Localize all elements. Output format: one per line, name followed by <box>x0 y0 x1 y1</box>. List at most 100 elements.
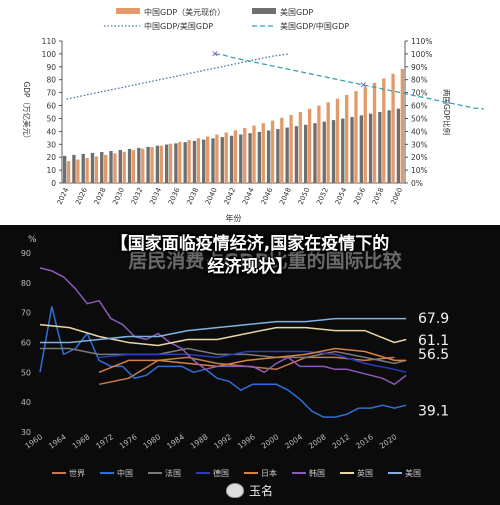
series-line-korea <box>39 267 407 386</box>
x-tick-label: 1968 <box>71 432 92 450</box>
bar-us-gdp <box>341 118 345 183</box>
series-line-japan <box>98 347 407 373</box>
x-tick-label: 2026 <box>74 186 89 206</box>
bar-china-gdp <box>382 78 386 183</box>
gdp-chart-panel: 中国GDP（美元现价） 美国GDP 中国GDP/美国GDP 美国GDP/中国GDP 0 1… <box>0 0 500 225</box>
x-tick-label: 2050 <box>297 186 312 206</box>
consumption-chart-panel: 居民消费占GDP比重的国际比较% 30 40 50 60 70 80 90 1960 1964 19… <box>0 225 500 505</box>
right-tick-label: 90% <box>411 63 428 72</box>
bar-us-gdp <box>127 148 132 183</box>
bar-us-gdp <box>202 139 206 183</box>
bar-china-gdp <box>159 145 163 183</box>
x-tick-label: 1964 <box>47 432 68 450</box>
legend-label-germany: 德国 <box>213 468 229 478</box>
bar-us-gdp <box>62 155 67 183</box>
legend-label-korea: 韩国 <box>309 468 325 478</box>
x-tick-label: 2016 <box>354 432 375 450</box>
bar-us-gdp <box>304 124 308 183</box>
bar-us-gdp <box>368 113 373 183</box>
line-ratio-china-us <box>66 53 290 100</box>
y-tick-label: 50 <box>21 368 31 377</box>
bar-china-gdp <box>363 87 367 183</box>
left-tick-label: 60 <box>46 102 56 111</box>
bar-china-gdp <box>280 117 284 183</box>
bar-china-gdp <box>187 140 191 183</box>
y-tick-label: 70 <box>21 309 31 318</box>
overlay-title-line1: 【国家面临疫情经济,国家在疫情下的 <box>110 234 390 254</box>
y-tick-label: 30 <box>21 428 31 437</box>
bar-us-gdp <box>266 130 271 183</box>
bar-us-gdp <box>220 137 224 183</box>
legend-swatch-us-gdp <box>252 8 276 14</box>
legend-label-world: 世界 <box>69 468 85 478</box>
bar-china-gdp <box>400 68 405 183</box>
bar-china-gdp <box>122 151 126 183</box>
x-tick-label: 1972 <box>94 432 115 450</box>
x-tick-label: 2030 <box>111 186 126 206</box>
bar-china-gdp <box>345 94 349 183</box>
bar-china-gdp <box>252 125 256 183</box>
bar-china-gdp <box>196 138 201 183</box>
watermark: 玉名 <box>226 482 273 499</box>
bar-china-gdp <box>113 153 117 183</box>
x-tick-label: 2054 <box>334 186 349 206</box>
x-tick-label: 2032 <box>130 186 145 206</box>
bar-us-gdp <box>211 138 215 183</box>
bar-us-gdp <box>174 143 178 183</box>
bar-china-gdp <box>354 91 358 183</box>
x-tick-label: 1976 <box>118 432 139 450</box>
x-tick-label: 2024 <box>56 186 71 206</box>
x-tick-label: 2004 <box>283 432 304 450</box>
bar-us-gdp <box>229 135 234 183</box>
left-tick-label: 0 <box>51 179 56 188</box>
x-tick-label: 2048 <box>278 186 293 206</box>
bar-us-gdp <box>350 117 354 183</box>
bar-china-gdp <box>66 161 71 183</box>
end-value-label: 56.5 <box>418 347 449 363</box>
x-tick-label: 2000 <box>260 432 281 450</box>
bar-us-gdp <box>239 134 243 183</box>
bar-china-gdp <box>150 147 154 183</box>
y-axis-unit: % <box>28 235 37 245</box>
left-tick-label: 70 <box>46 89 56 98</box>
bar-us-gdp <box>276 129 280 183</box>
left-tick-label: 40 <box>46 127 56 136</box>
line-ratio-us-china <box>214 53 484 110</box>
weibo-icon <box>226 483 244 498</box>
legend-swatch-china-gdp <box>116 8 140 14</box>
x-tick-label: 1980 <box>141 432 162 450</box>
bar-us-gdp <box>192 140 197 183</box>
bar-china-gdp <box>307 108 312 183</box>
right-tick-label: 50% <box>411 114 428 123</box>
bar-china-gdp <box>215 134 219 183</box>
marker-ratio-peak: ✕ <box>211 50 219 60</box>
legend-label-china-gdp: 中国GDP（美元现价） <box>144 7 225 17</box>
legend-label-china: 中国 <box>117 468 133 478</box>
bar-us-gdp <box>146 146 150 183</box>
right-tick-label: 80% <box>411 76 428 85</box>
bar-us-gdp <box>164 144 169 183</box>
x-tick-label: 2020 <box>378 432 399 450</box>
right-tick-label: 100% <box>411 50 432 59</box>
x-tick-label: 2012 <box>330 432 351 450</box>
series-line-china <box>39 305 407 418</box>
right-tick-label: 0% <box>411 179 423 188</box>
bar-china-gdp <box>317 105 321 183</box>
bar-us-gdp <box>155 145 160 183</box>
left-tick-label: 30 <box>46 140 56 149</box>
left-tick-label: 50 <box>46 114 56 123</box>
bar-china-gdp <box>270 120 275 183</box>
bar-china-gdp <box>372 82 377 183</box>
left-axis-title: GDP（万亿美元） <box>22 81 32 142</box>
bar-china-gdp <box>335 98 340 183</box>
left-tick-label: 80 <box>46 76 56 85</box>
bar-china-gdp <box>391 73 395 183</box>
overlay-title-line2: 经济现状】 <box>207 257 293 277</box>
x-tick-label: 1988 <box>189 432 210 450</box>
bar-china-gdp <box>289 114 293 183</box>
bar-us-gdp <box>331 120 336 183</box>
bar-us-gdp <box>313 123 317 183</box>
y-tick-label: 40 <box>21 398 31 407</box>
